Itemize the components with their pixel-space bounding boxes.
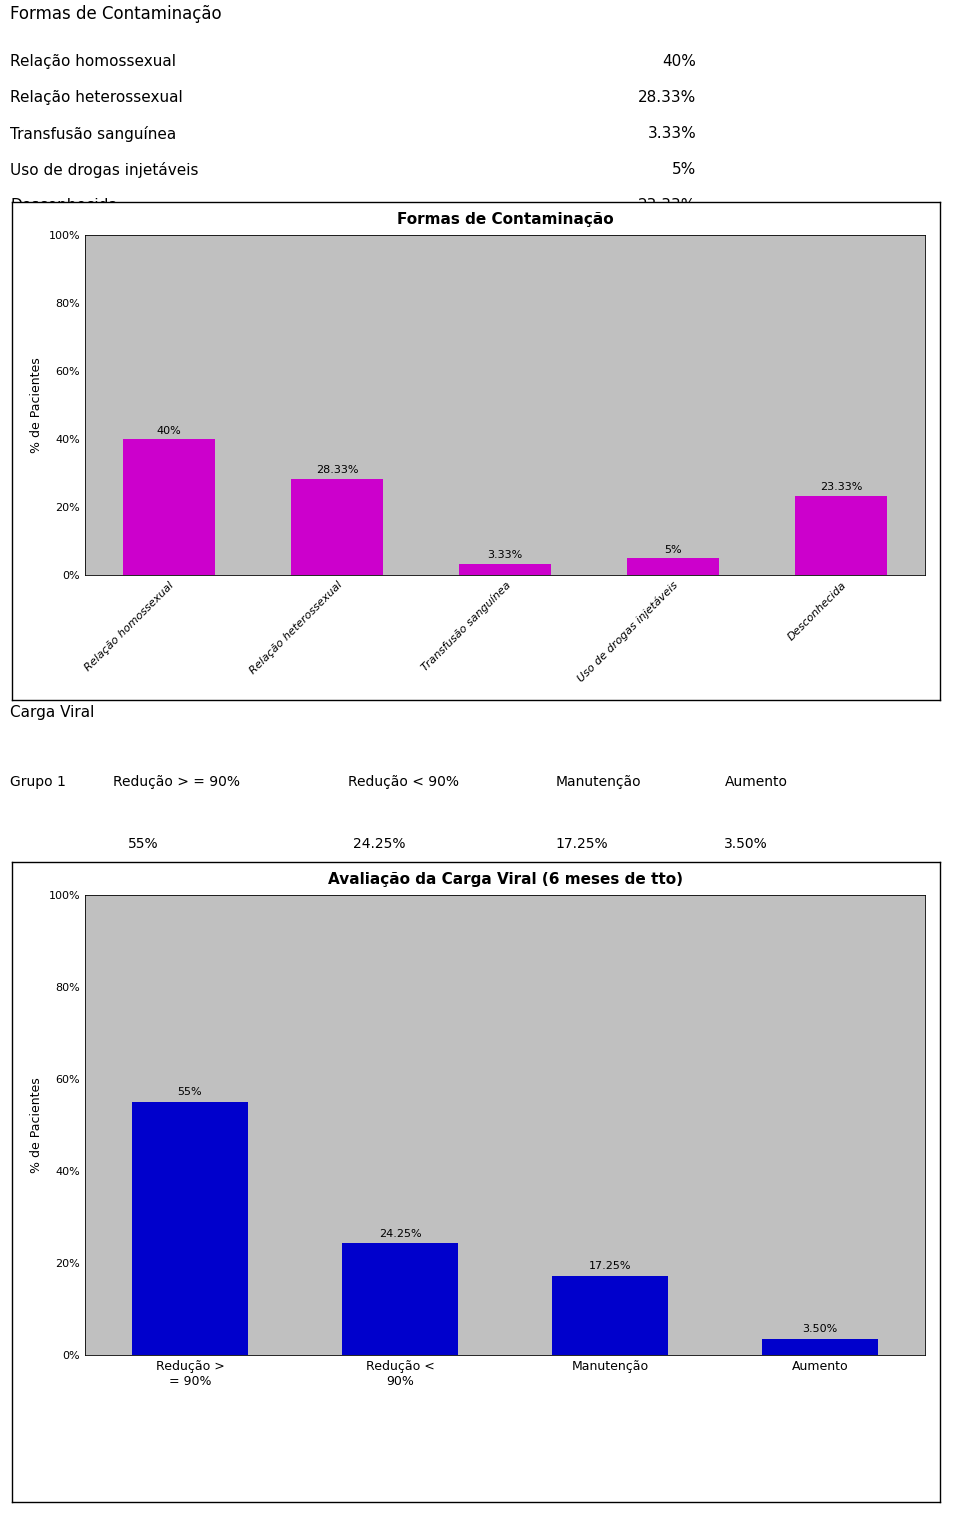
Text: 5%: 5% bbox=[672, 162, 696, 177]
Title: Avaliação da Carga Viral (6 meses de tto): Avaliação da Carga Viral (6 meses de tto… bbox=[327, 873, 683, 886]
Text: 40%: 40% bbox=[662, 53, 696, 68]
Y-axis label: % de Pacientes: % de Pacientes bbox=[30, 1077, 43, 1173]
Text: 23.33%: 23.33% bbox=[820, 482, 862, 492]
Text: Relação homossexual: Relação homossexual bbox=[10, 53, 176, 68]
Bar bbox=[291, 479, 383, 576]
Bar bbox=[123, 439, 215, 576]
Text: 55%: 55% bbox=[178, 1088, 203, 1097]
Text: Relação heterossexual: Relação heterossexual bbox=[10, 89, 182, 105]
Bar bbox=[552, 1276, 668, 1354]
Text: 3.33%: 3.33% bbox=[647, 126, 696, 141]
Text: 24.25%: 24.25% bbox=[378, 1229, 421, 1239]
Text: Formas de Contaminação: Formas de Contaminação bbox=[10, 5, 222, 23]
Text: Redução < 90%: Redução < 90% bbox=[348, 774, 460, 789]
Text: 17.25%: 17.25% bbox=[555, 836, 608, 851]
Text: 3.50%: 3.50% bbox=[725, 836, 768, 851]
Text: Redução > = 90%: Redução > = 90% bbox=[113, 774, 240, 789]
Text: 17.25%: 17.25% bbox=[588, 1260, 632, 1271]
Text: Transfusão sanguínea: Transfusão sanguínea bbox=[10, 126, 177, 142]
Bar bbox=[627, 558, 719, 576]
Text: 23.33%: 23.33% bbox=[637, 198, 696, 214]
Text: Manutenção: Manutenção bbox=[555, 774, 641, 789]
Text: 3.33%: 3.33% bbox=[488, 550, 522, 561]
Text: 55%: 55% bbox=[128, 836, 158, 851]
Bar bbox=[795, 495, 887, 576]
Text: 5%: 5% bbox=[664, 544, 682, 554]
Text: Carga Viral: Carga Viral bbox=[10, 704, 94, 720]
Text: 40%: 40% bbox=[156, 426, 181, 436]
Text: Desconhecida: Desconhecida bbox=[10, 198, 118, 214]
Y-axis label: % de Pacientes: % de Pacientes bbox=[30, 358, 43, 453]
Title: Formas de Contaminação: Formas de Contaminação bbox=[396, 212, 613, 227]
Text: 28.33%: 28.33% bbox=[316, 465, 358, 476]
Bar bbox=[762, 1339, 877, 1354]
Text: Uso de drogas injetáveis: Uso de drogas injetáveis bbox=[10, 162, 199, 177]
Bar bbox=[459, 564, 551, 576]
Text: Grupo 1: Grupo 1 bbox=[10, 774, 66, 789]
Text: 3.50%: 3.50% bbox=[803, 1324, 838, 1335]
Text: 28.33%: 28.33% bbox=[638, 89, 696, 105]
Bar bbox=[343, 1244, 458, 1354]
Text: 24.25%: 24.25% bbox=[353, 836, 405, 851]
Text: Aumento: Aumento bbox=[725, 774, 787, 789]
Bar bbox=[132, 1101, 248, 1354]
